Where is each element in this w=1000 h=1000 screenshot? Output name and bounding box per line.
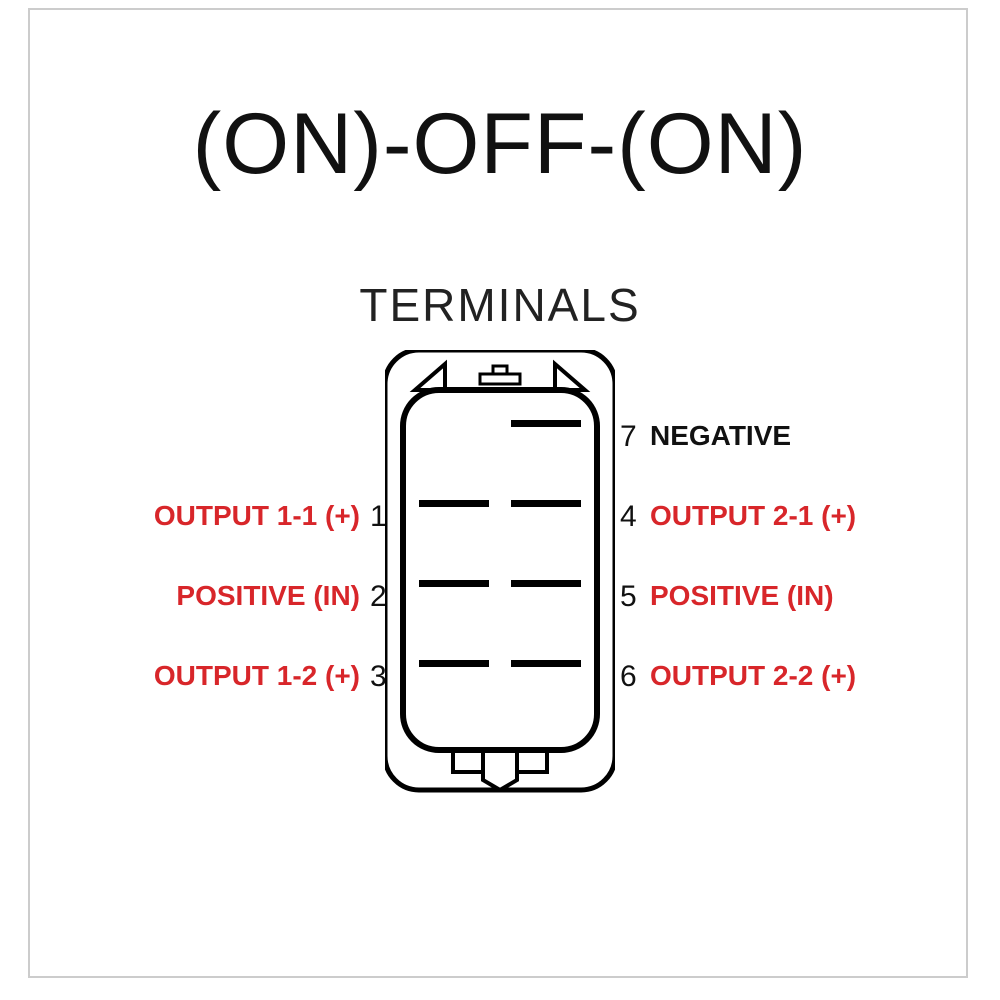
label-output-1-1: OUTPUT 1-1 (+) [154, 500, 360, 532]
label-negative: NEGATIVE [650, 420, 791, 452]
pin-number-7: 7 [620, 420, 637, 454]
top-clip-center-nub [493, 366, 507, 374]
label-output-2-2: OUTPUT 2-2 (+) [650, 660, 856, 692]
label-output-2-1: OUTPUT 2-1 (+) [650, 500, 856, 532]
pin-2 [419, 580, 489, 587]
pin-4 [511, 500, 581, 507]
pin-1 [419, 500, 489, 507]
pin-6 [511, 660, 581, 667]
pin-7 [511, 420, 581, 427]
switch-inner-body [403, 390, 597, 750]
pin-number-5: 5 [620, 580, 637, 614]
bottom-clip-right [517, 750, 547, 772]
pin-number-4: 4 [620, 500, 637, 534]
label-positive-in-right: POSITIVE (IN) [650, 580, 834, 612]
terminals-subtitle: TERMINALS [0, 278, 1000, 332]
label-output-1-2: OUTPUT 1-2 (+) [154, 660, 360, 692]
switch-body-diagram [385, 350, 615, 810]
switch-type-title: (ON)-OFF-(ON) [0, 95, 1000, 194]
pin-number-6: 6 [620, 660, 637, 694]
pin-3 [419, 660, 489, 667]
bottom-clip-left [453, 750, 483, 772]
bottom-clip-center [483, 750, 517, 790]
top-clip-left [415, 364, 445, 390]
top-clip-right [555, 364, 585, 390]
switch-outer-shell [385, 350, 615, 790]
label-positive-in-left: POSITIVE (IN) [176, 580, 360, 612]
pin-5 [511, 580, 581, 587]
